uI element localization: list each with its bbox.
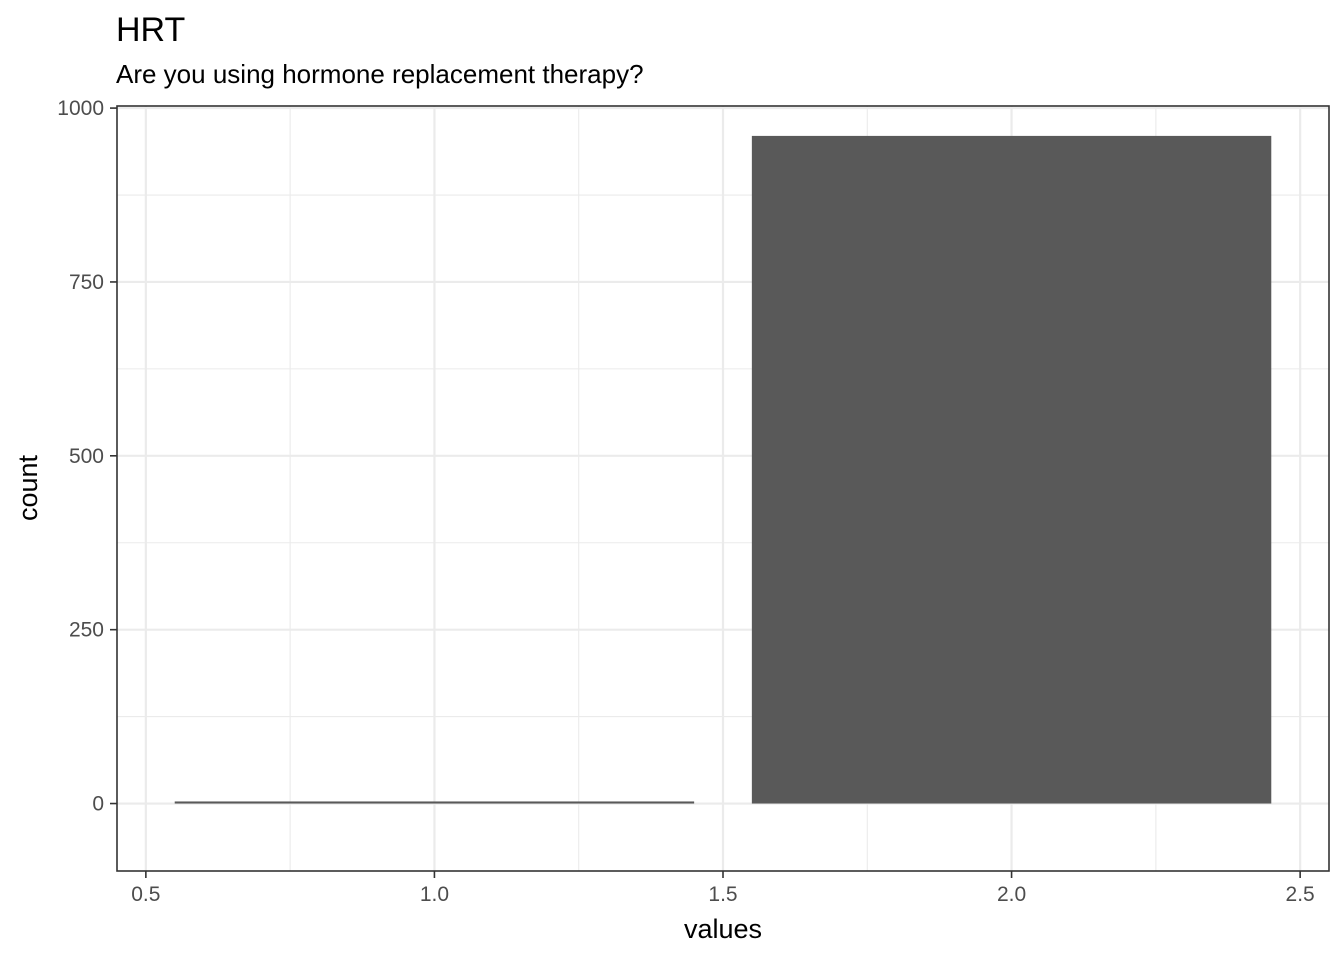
y-axis-title: count <box>13 454 43 521</box>
y-tick-label: 750 <box>69 271 104 294</box>
x-tick-label: 0.5 <box>131 883 160 906</box>
chart-subtitle: Are you using hormone replacement therap… <box>116 59 644 89</box>
x-axis-title: values <box>684 914 762 944</box>
bar <box>174 801 695 804</box>
y-tick-label: 1000 <box>57 97 104 120</box>
x-tick-label: 1.0 <box>420 883 449 906</box>
y-tick-label: 0 <box>92 793 104 816</box>
bars <box>174 135 1272 804</box>
y-tick-label: 250 <box>69 619 104 642</box>
chart-title: HRT <box>116 11 185 49</box>
y-axis: 0 250 500 750 1000 <box>57 97 117 816</box>
bar <box>751 135 1272 804</box>
x-tick-label: 2.0 <box>997 883 1026 906</box>
x-axis: 0.5 1.0 1.5 2.0 2.5 <box>131 871 1315 906</box>
y-tick-label: 500 <box>69 445 104 468</box>
x-tick-label: 2.5 <box>1286 883 1315 906</box>
x-tick-label: 1.5 <box>708 883 737 906</box>
